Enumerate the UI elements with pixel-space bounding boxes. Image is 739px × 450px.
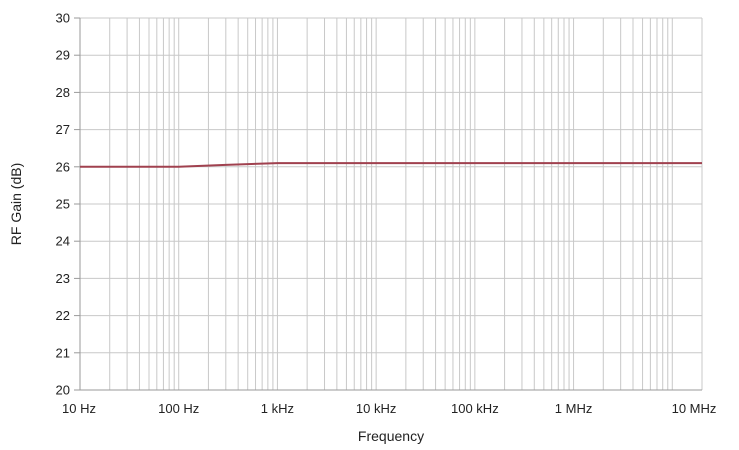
gain-series-line [80,162,702,168]
x-tick-label: 10 kHz [356,401,396,416]
y-tick-label: 26 [56,159,70,174]
grid [79,17,703,391]
y-tick-labels: 20 21 22 23 24 25 26 27 28 29 30 [56,11,70,398]
y-tick-label: 27 [56,122,70,137]
y-tick-label: 29 [56,48,70,63]
y-tick-label: 22 [56,308,70,323]
x-axis-title: Frequency [358,428,424,444]
x-tick-label: 100 kHz [451,401,499,416]
y-tick-label: 23 [56,271,70,286]
x-tick-label: 1 kHz [261,401,294,416]
x-tick-label: 1 MHz [555,401,593,416]
x-tick-label: 10 Hz [62,401,96,416]
x-tick-label: 100 Hz [158,401,199,416]
y-tick-label: 24 [56,234,70,249]
y-axis-title: RF Gain (dB) [8,163,24,245]
x-tick-labels: 10 Hz 100 Hz 1 kHz 10 kHz 100 kHz 1 MHz 10 MHz [62,401,716,416]
series [80,162,702,168]
y-tick-label: 30 [56,11,70,26]
y-tick-label: 28 [56,85,70,100]
y-tick-label: 25 [56,197,70,212]
axes [74,17,702,391]
y-tick-label: 20 [56,383,70,398]
x-tick-label: 10 MHz [672,401,717,416]
y-tick-label: 21 [56,345,70,360]
